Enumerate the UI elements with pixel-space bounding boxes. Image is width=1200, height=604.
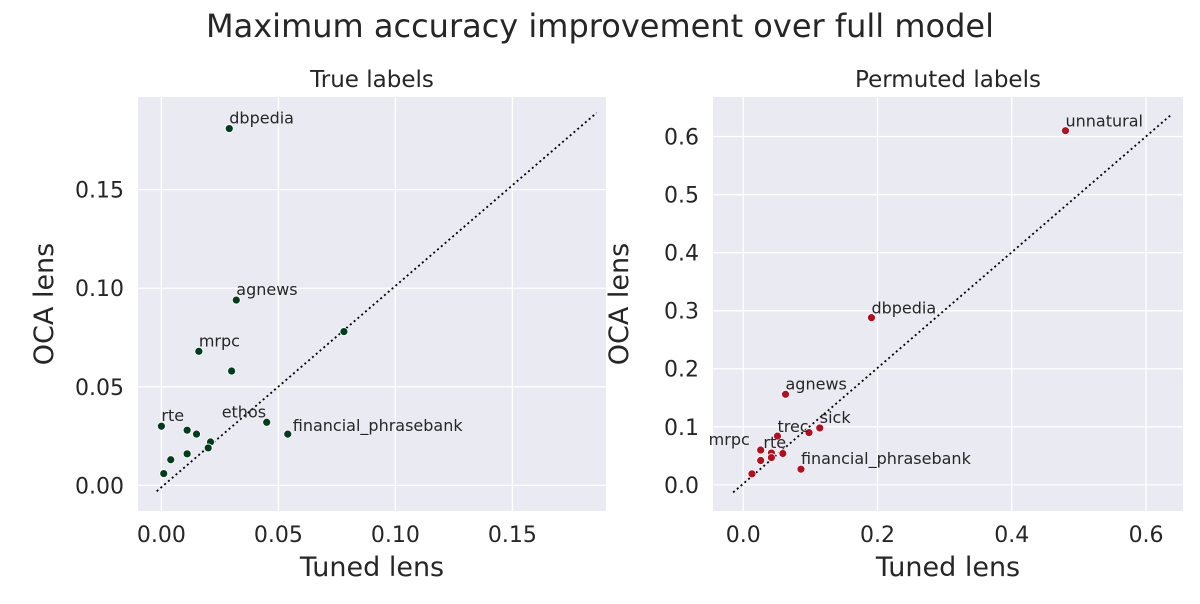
point-label: financial_phrasebank — [293, 416, 464, 436]
data-point — [203, 443, 213, 453]
plot-panel-1: 0.00 0.05 0.10 0.15 0.00 0.05 0.10 0.15 dbpedia a… — [29, 67, 606, 583]
data-point — [159, 469, 169, 478]
y-tick-label: 0.2 — [664, 358, 699, 383]
point-label: dbpedia — [229, 109, 294, 128]
data-point — [767, 453, 776, 462]
data-point — [166, 455, 176, 465]
x-tick-label: 0.6 — [1129, 523, 1164, 548]
data-point — [815, 423, 825, 433]
y-tick-label: 0.3 — [664, 300, 699, 325]
data-point — [182, 449, 192, 459]
data-point — [182, 425, 192, 435]
point-label: mrpc — [709, 430, 750, 449]
point-label: ethos — [222, 402, 266, 421]
panel-title: Permuted labels — [855, 67, 1041, 93]
y-axis-label: OCA lens — [604, 243, 635, 365]
y-tick-label: 0.1 — [664, 416, 699, 441]
data-point — [1061, 126, 1070, 136]
plot-panel-2: 0.0 0.2 0.4 0.6 0.0 0.1 0.2 0.3 0.4 0.5 0.6 unnatur… — [604, 67, 1183, 583]
x-tick-label: 0.00 — [137, 523, 186, 548]
point-label: agnews — [786, 374, 847, 393]
data-point — [747, 469, 757, 479]
data-point — [262, 417, 272, 427]
data-point — [773, 431, 782, 441]
x-axis-label: Tuned lens — [875, 552, 1020, 583]
data-point — [156, 421, 166, 431]
panel-title: True labels — [309, 67, 434, 93]
figure-title: Maximum accuracy improvement over full m… — [206, 7, 994, 45]
data-point — [227, 366, 237, 376]
data-point — [194, 346, 204, 356]
x-tick-label: 0.0 — [726, 523, 761, 548]
point-label: rte — [763, 433, 786, 452]
data-point — [756, 445, 766, 455]
x-tick-label: 0.4 — [994, 523, 1029, 548]
point-label: financial_phrasebank — [801, 449, 972, 469]
y-tick-label: 0.6 — [664, 125, 699, 150]
y-tick-label: 0.10 — [75, 277, 124, 302]
plot-area — [138, 97, 606, 511]
data-point — [867, 313, 876, 323]
point-label: unnatural — [1066, 112, 1143, 131]
data-point — [756, 456, 766, 465]
data-point — [224, 124, 234, 133]
data-point — [781, 389, 790, 399]
x-tick-label: 0.10 — [371, 523, 420, 548]
y-tick-label: 0.5 — [664, 184, 699, 209]
point-label: dbpedia — [871, 299, 936, 318]
data-point — [804, 428, 814, 438]
y-tick-label: 0.00 — [75, 474, 124, 499]
data-point — [778, 449, 788, 458]
y-tick-label: 0.15 — [75, 179, 124, 204]
data-point — [283, 429, 293, 439]
point-label: sick — [820, 408, 852, 427]
reference-diagonal-line — [156, 112, 598, 492]
y-tick-label: 0.0 — [664, 474, 699, 499]
y-axis-label: OCA lens — [29, 243, 60, 365]
data-point — [192, 429, 201, 439]
x-tick-label: 0.15 — [488, 523, 537, 548]
x-tick-label: 0.05 — [254, 523, 303, 548]
point-label: mrpc — [199, 331, 240, 350]
data-point — [339, 327, 349, 337]
point-label: rte — [161, 406, 184, 425]
data-point — [231, 295, 241, 305]
data-point — [796, 464, 806, 474]
y-tick-label: 0.4 — [664, 242, 699, 267]
x-tick-label: 0.2 — [860, 523, 895, 548]
x-axis-label: Tuned lens — [299, 552, 444, 583]
y-tick-label: 0.05 — [75, 376, 124, 401]
point-label: agnews — [236, 280, 297, 299]
point-label: trec — [777, 417, 808, 436]
